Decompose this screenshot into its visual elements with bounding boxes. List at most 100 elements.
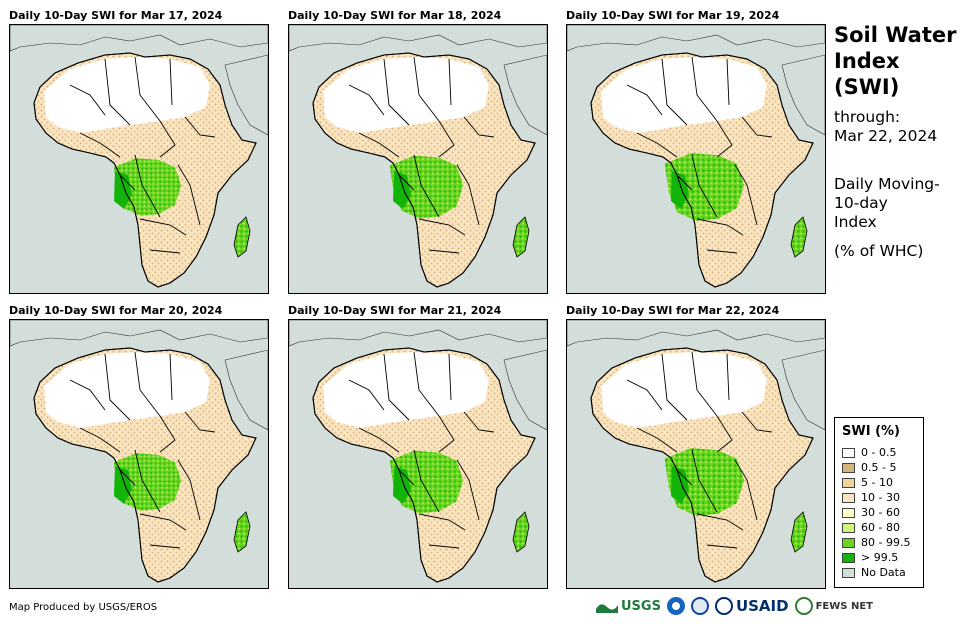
country-border: [691, 56, 718, 122]
legend-label: 30 - 60: [861, 506, 900, 519]
index-description: Daily Moving- 10-day Index: [834, 175, 940, 232]
desc-line: Index: [834, 213, 877, 231]
country-border: [661, 353, 688, 421]
fewsnet-label: FEWS NET: [815, 600, 873, 612]
panel-title: Daily 10-Day SWI for Mar 19, 2024: [566, 9, 780, 22]
country-border: [413, 449, 440, 513]
map-panel-6: Daily 10-Day SWI for Mar 22, 2024: [566, 303, 826, 589]
country-border: [413, 154, 440, 218]
sahel-region: [329, 410, 495, 452]
usaid-label: USAID: [735, 597, 789, 615]
country-border: [149, 249, 181, 254]
legend-swatch: [842, 507, 855, 518]
legend-swatch: [842, 537, 855, 548]
sahara-region: [323, 352, 489, 428]
wet-region: [664, 448, 745, 516]
partner-logos: USGS USAID FEWS NET: [596, 597, 873, 615]
africa-coastline: [33, 52, 257, 288]
europe-landmass: [10, 25, 268, 52]
country-border: [418, 513, 466, 531]
country-border: [636, 132, 678, 158]
map-panel-5: Daily 10-Day SWI for Mar 21, 2024: [288, 303, 548, 589]
legend-label: No Data: [861, 566, 906, 579]
through-text: through: Mar 22, 2024: [834, 108, 937, 146]
usaid-seal-icon: [714, 597, 733, 615]
country-border: [456, 459, 480, 521]
main-title: Soil Water Index (SWI): [834, 22, 956, 100]
legend: SWI (%) 0 - 0.5 0.5 - 5 5 - 10 10 - 30 30 - …: [834, 417, 924, 588]
title-line: Index: [834, 49, 900, 73]
usaid-logo: USAID: [714, 597, 789, 615]
through-label: through:: [834, 108, 901, 126]
saturated-region: [393, 466, 411, 504]
country-border: [139, 218, 187, 236]
country-border: [428, 249, 460, 254]
sahel-region: [50, 410, 216, 452]
legend-item: 10 - 30: [842, 490, 916, 505]
map-panel-2: Daily 10-Day SWI for Mar 18, 2024: [288, 8, 548, 294]
country-border: [626, 84, 663, 116]
country-border: [463, 116, 495, 138]
usgs-icon: [596, 604, 618, 613]
country-border: [383, 353, 410, 421]
legend-item: 80 - 99.5: [842, 535, 916, 550]
middle-east-landmass: [781, 349, 825, 431]
africa-map-svg: [567, 320, 825, 588]
sahel-region: [607, 115, 773, 157]
country-border: [184, 411, 216, 433]
credit-text: Map Produced by USGS/EROS: [9, 602, 158, 613]
sahara-region: [601, 352, 767, 428]
africa-map-svg: [10, 320, 268, 588]
country-border: [169, 353, 173, 401]
country-border: [119, 174, 136, 191]
country-border: [463, 411, 495, 433]
country-border: [726, 58, 730, 106]
dos-seal-icon: [690, 597, 709, 615]
sahara-region: [323, 57, 489, 133]
africa-map: [9, 319, 269, 589]
saturated-region: [114, 466, 132, 504]
fewsnet-globe-icon: [794, 597, 813, 615]
legend-swatch: [842, 567, 855, 578]
europe-landmass: [289, 25, 547, 52]
panel-title: Daily 10-Day SWI for Mar 20, 2024: [9, 304, 223, 317]
country-border: [139, 513, 187, 531]
country-border: [696, 513, 744, 531]
africa-map: [566, 24, 826, 294]
country-border: [428, 544, 460, 549]
country-border: [691, 449, 718, 513]
legend-label: 80 - 99.5: [861, 536, 911, 549]
africa-map: [566, 319, 826, 589]
country-border: [438, 415, 455, 453]
desc-line: Daily Moving-: [834, 175, 940, 193]
legend-label: 10 - 30: [861, 491, 900, 504]
country-border: [691, 154, 718, 218]
country-border: [134, 351, 161, 417]
country-border: [358, 427, 400, 453]
legend-item: 60 - 80: [842, 520, 916, 535]
europe-landmass: [567, 25, 825, 52]
country-border: [734, 459, 758, 521]
country-border: [716, 120, 733, 158]
legend-label: 0 - 0.5: [861, 446, 897, 459]
country-border: [448, 58, 452, 106]
country-border: [134, 154, 161, 218]
country-border: [69, 379, 106, 411]
panel-title: Daily 10-Day SWI for Mar 17, 2024: [9, 9, 223, 22]
country-border: [676, 469, 693, 486]
saturated-region: [114, 171, 132, 209]
legend-title: SWI (%): [842, 424, 900, 439]
africa-coastline: [590, 347, 814, 583]
country-border: [348, 379, 385, 411]
legend-label: > 99.5: [861, 551, 899, 564]
legend-swatch: [842, 522, 855, 533]
madagascar: [512, 511, 530, 553]
country-border: [438, 120, 455, 158]
country-border: [104, 353, 131, 421]
country-border: [398, 174, 415, 191]
legend-item: 30 - 60: [842, 505, 916, 520]
country-border: [169, 58, 173, 106]
legend-swatch: [842, 492, 855, 503]
legend-item: 0 - 0.5: [842, 445, 916, 460]
legend-swatch: [842, 447, 855, 458]
